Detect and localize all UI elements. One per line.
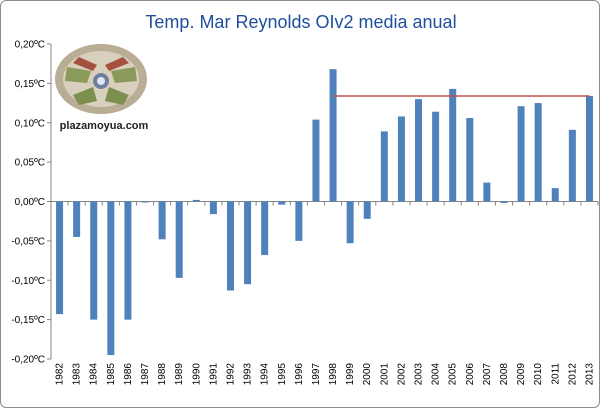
x-tick-label: 1987 [140, 363, 151, 386]
bar-2007 [483, 182, 491, 202]
x-tick-label: 1999 [345, 363, 356, 386]
bar-1998 [329, 69, 337, 202]
y-tick-label: -0,10ºC [11, 276, 45, 287]
bar-1992 [226, 201, 234, 291]
x-tick-label: 2011 [550, 363, 561, 385]
x-tick-label: 2006 [465, 363, 476, 386]
x-tick-label: 1984 [89, 363, 100, 386]
x-tick-label: 1982 [55, 363, 66, 386]
x-tick-label: 1992 [225, 363, 236, 386]
bar-2005 [449, 88, 457, 202]
y-tick-label: 0,20ºC [15, 40, 45, 51]
x-tick-label: 2010 [533, 363, 544, 386]
y-tick-label: -0,05ºC [11, 236, 45, 247]
bar-2010 [534, 103, 542, 202]
bar-2008 [500, 201, 508, 204]
y-tick-label: 0,05ºC [15, 158, 45, 169]
y-tick-label: -0,20ºC [11, 355, 45, 366]
y-tick-label: 0,00ºC [15, 197, 45, 208]
watermark-text: plazamoyua.com [60, 120, 149, 132]
bar-2011 [551, 188, 559, 202]
x-tick-label: 1998 [328, 363, 339, 386]
bar-1983 [73, 201, 81, 237]
bar-1996 [295, 201, 303, 241]
x-tick-label: 1994 [260, 363, 271, 386]
bar-1995 [278, 201, 286, 205]
x-tick-label: 1997 [311, 363, 322, 386]
x-tick-label: 1993 [243, 363, 254, 386]
bar-2000 [363, 201, 371, 219]
x-axis: 1982 1983 1984 1985 1986 1987 1988 1989 1990 1991… [50, 201, 599, 386]
x-tick-label: 1985 [106, 363, 117, 386]
x-tick-label: 2007 [482, 363, 493, 386]
x-tick-label: 2003 [414, 363, 425, 386]
bar-2013 [585, 95, 593, 202]
x-tick-label: 2000 [362, 363, 373, 386]
x-tick-label: 1996 [294, 363, 305, 386]
bar-1993 [244, 201, 252, 285]
bar-1991 [209, 201, 217, 215]
bar-1994 [261, 201, 269, 256]
y-tick-label: -0,15ºC [11, 315, 45, 326]
bar-2006 [466, 118, 474, 202]
bar-2012 [568, 129, 576, 202]
bar-series [56, 69, 593, 356]
bar-2002 [397, 116, 405, 202]
bar-1984 [90, 201, 98, 320]
chart-title: Temp. Mar Reynolds OIv2 media anual [145, 12, 456, 32]
bar-2003 [415, 99, 423, 202]
plazamoyua-logo: plazamoyua.com [55, 44, 149, 132]
bar-1986 [124, 201, 132, 320]
x-tick-label: 1986 [123, 363, 134, 386]
x-tick-label: 2005 [448, 363, 459, 386]
x-tick-label: 2012 [567, 363, 578, 386]
y-tick-label: 0,10ºC [15, 118, 45, 129]
x-tick-label: 1995 [277, 363, 288, 386]
bar-2004 [432, 111, 440, 202]
x-tick-label: 2002 [396, 363, 407, 386]
x-tick-label: 2004 [431, 363, 442, 386]
x-tick-label: 1990 [191, 363, 202, 386]
bar-1987 [141, 201, 149, 203]
x-tick-label: 2013 [584, 363, 595, 386]
x-tick-label: 1983 [72, 363, 83, 386]
y-tick-label: 0,15ºC [15, 79, 45, 90]
x-tick-label: 1988 [157, 363, 168, 386]
y-axis: 0,20ºC 0,15ºC 0,10ºC 0,05ºC 0,00ºC -0,05ºC -0,… [11, 40, 52, 366]
bar-1982 [56, 201, 64, 315]
bar-1990 [192, 199, 200, 202]
bar-1999 [346, 201, 354, 244]
bar-1989 [175, 201, 183, 278]
bar-1997 [312, 119, 320, 202]
bar-1988 [158, 201, 166, 240]
x-tick-label: 1991 [208, 363, 219, 386]
bar-2009 [517, 106, 525, 202]
bar-1985 [107, 201, 115, 356]
x-tick-label: 2001 [379, 363, 390, 386]
bar-2001 [380, 131, 388, 202]
x-tick-label: 1989 [174, 363, 185, 386]
x-tick-label: 2008 [499, 363, 510, 386]
x-tick-label: 2009 [516, 363, 527, 386]
